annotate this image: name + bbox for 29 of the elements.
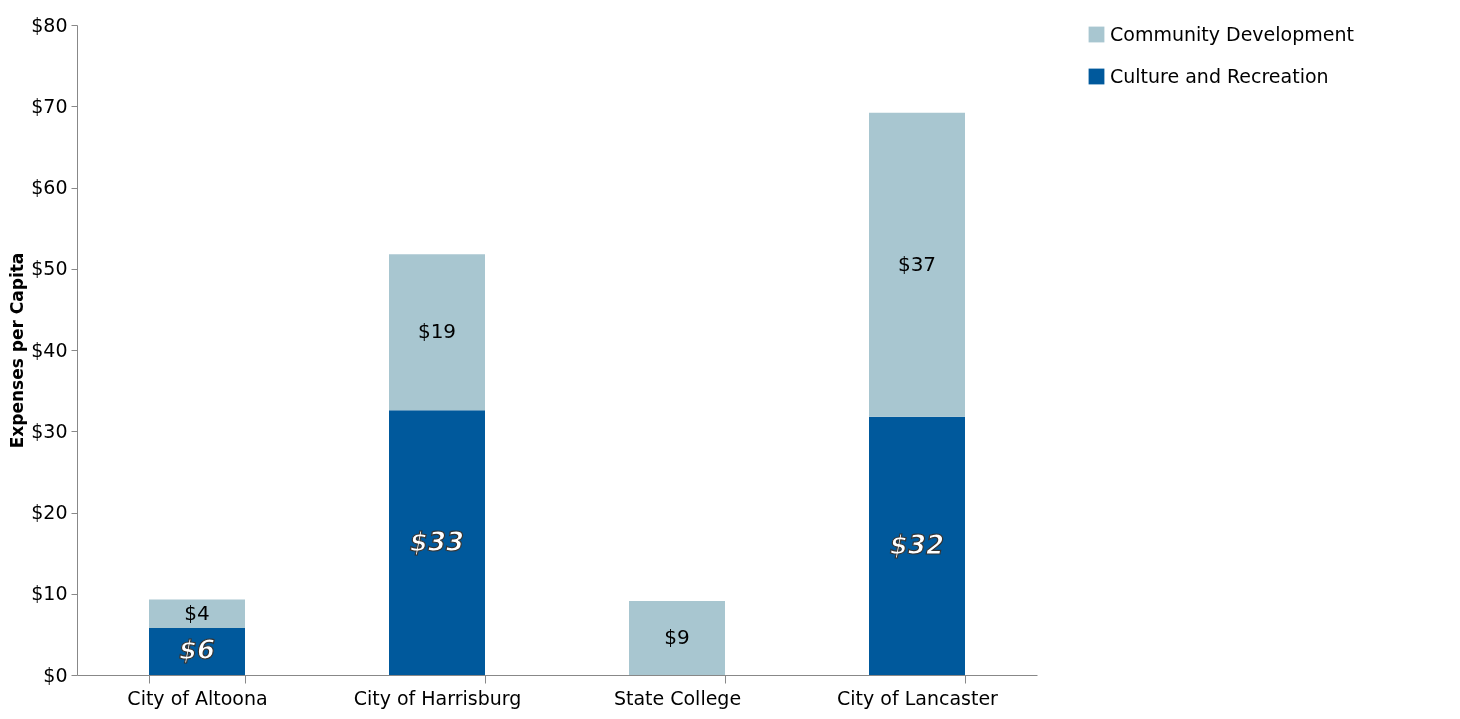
bar — [629, 601, 725, 675]
data-label: $19 — [417, 319, 457, 344]
legend-label: Culture and Recreation — [1110, 64, 1329, 87]
y-tick-label: $10 — [31, 582, 68, 605]
data-label: $37 — [897, 251, 937, 276]
y-tick-label: $0 — [43, 663, 68, 686]
y-tick-label: $50 — [31, 257, 68, 280]
legend-label: Community Development — [1110, 22, 1354, 45]
y-axis-title: Expenses per Capita — [7, 252, 28, 449]
y-tick-label: $60 — [31, 176, 68, 198]
y-tick-label: $20 — [31, 501, 68, 523]
bar — [389, 410, 485, 675]
bar — [869, 112, 965, 417]
bar — [869, 416, 965, 675]
y-tick-label: $30 — [31, 419, 68, 442]
bar — [149, 599, 245, 628]
y-tick-label: $70 — [31, 94, 68, 117]
data-label: $33 — [409, 526, 465, 557]
data-label: $9 — [664, 625, 690, 650]
bar — [389, 254, 485, 411]
y-tick-label: $80 — [31, 13, 68, 36]
data-label: $4 — [184, 600, 210, 625]
y-tick-label: $40 — [31, 338, 68, 361]
x-tick-label: City of Harrisburg — [353, 686, 522, 709]
x-tick-label: City of Lancaster — [837, 686, 999, 709]
x-tick-label: City of Altoona — [127, 686, 268, 709]
data-label: $32 — [889, 529, 945, 560]
data-label: $6 — [178, 635, 216, 666]
x-tick-label: State College — [613, 686, 742, 709]
